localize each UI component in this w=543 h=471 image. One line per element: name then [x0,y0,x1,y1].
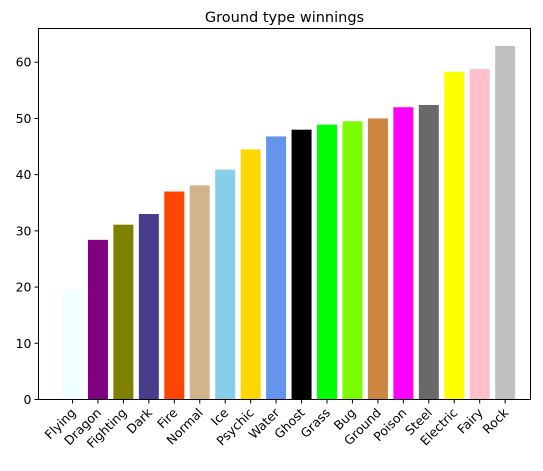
bar-fairy [469,68,490,400]
x-tick-label: Fairy [454,405,486,437]
y-tick-label: 40 [16,167,32,182]
bar-poison [393,107,414,400]
bar-fighting [113,224,134,400]
bar-fire [164,191,185,400]
y-tick-label: 0 [24,392,32,407]
bar-psychic [240,149,261,400]
bar-ice [215,169,236,400]
bar-ghost [291,129,312,400]
y-tick-label: 30 [16,223,32,238]
x-tick-label: Rock [480,404,512,436]
x-tick-label: Grass [297,405,333,441]
bar-grass [317,124,337,400]
bar-bug [342,121,363,400]
bar-dark [138,214,159,400]
bar-ground [367,118,388,400]
chart-title: Ground type winnings [205,10,364,26]
bar-electric [444,71,465,400]
y-tick-label: 20 [16,280,32,295]
bar-normal [189,185,210,400]
bar-water [266,136,287,400]
x-tick-label: Dark [123,404,155,436]
bars-group [62,45,516,400]
y-tick-label: 60 [16,55,32,70]
bar-steel [418,104,439,400]
y-tick-label: 10 [16,336,32,351]
bar-rock [495,45,516,400]
bar-dragon [87,239,108,400]
bar-flying [62,289,83,400]
plot-frame [38,28,531,400]
y-tick-label: 50 [16,111,32,126]
y-axis: 0 10 20 30 40 50 60 [16,55,39,407]
